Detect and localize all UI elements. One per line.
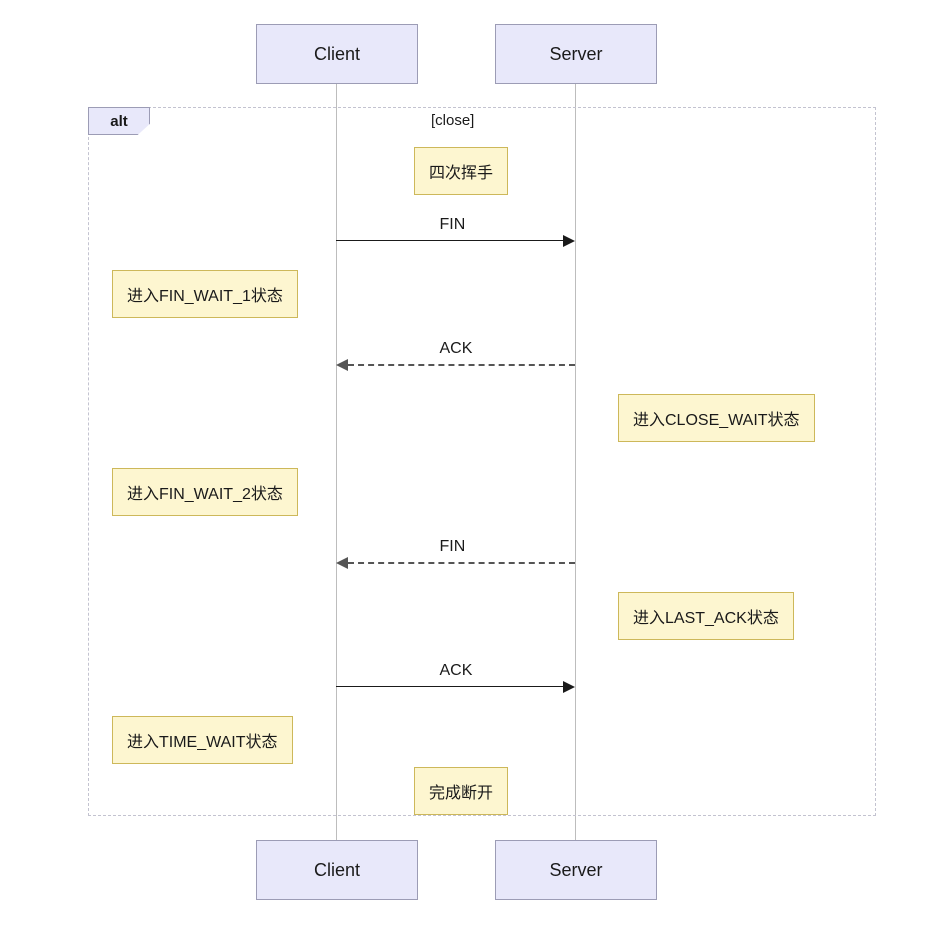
message-m3-line <box>348 562 575 564</box>
alt-frame-tab: alt <box>88 107 150 135</box>
alt-frame-guard: [close] <box>431 112 474 129</box>
message-m4-line <box>336 686 563 687</box>
note-n6: 进入TIME_WAIT状态 <box>112 716 293 764</box>
participant-client-bottom: Client <box>256 840 418 900</box>
note-n1: 四次挥手 <box>414 147 508 195</box>
message-m1-line <box>336 240 563 241</box>
message-m3-arrowhead <box>336 557 348 569</box>
participant-client-top: Client <box>256 24 418 84</box>
note-n5: 进入LAST_ACK状态 <box>618 592 794 640</box>
note-n3: 进入CLOSE_WAIT状态 <box>618 394 815 442</box>
message-m3-label: FIN <box>440 538 466 556</box>
note-n7: 完成断开 <box>414 767 508 815</box>
alt-frame: alt [close] <box>88 107 876 816</box>
message-m1-arrowhead <box>563 235 575 247</box>
note-n2: 进入FIN_WAIT_1状态 <box>112 270 298 318</box>
message-m2-line <box>348 364 575 366</box>
participant-server-bottom: Server <box>495 840 657 900</box>
message-m2-label: ACK <box>440 340 473 358</box>
message-m2-arrowhead <box>336 359 348 371</box>
message-m1-label: FIN <box>440 216 466 234</box>
message-m4-arrowhead <box>563 681 575 693</box>
participant-server-top: Server <box>495 24 657 84</box>
message-m4-label: ACK <box>440 662 473 680</box>
note-n4: 进入FIN_WAIT_2状态 <box>112 468 298 516</box>
